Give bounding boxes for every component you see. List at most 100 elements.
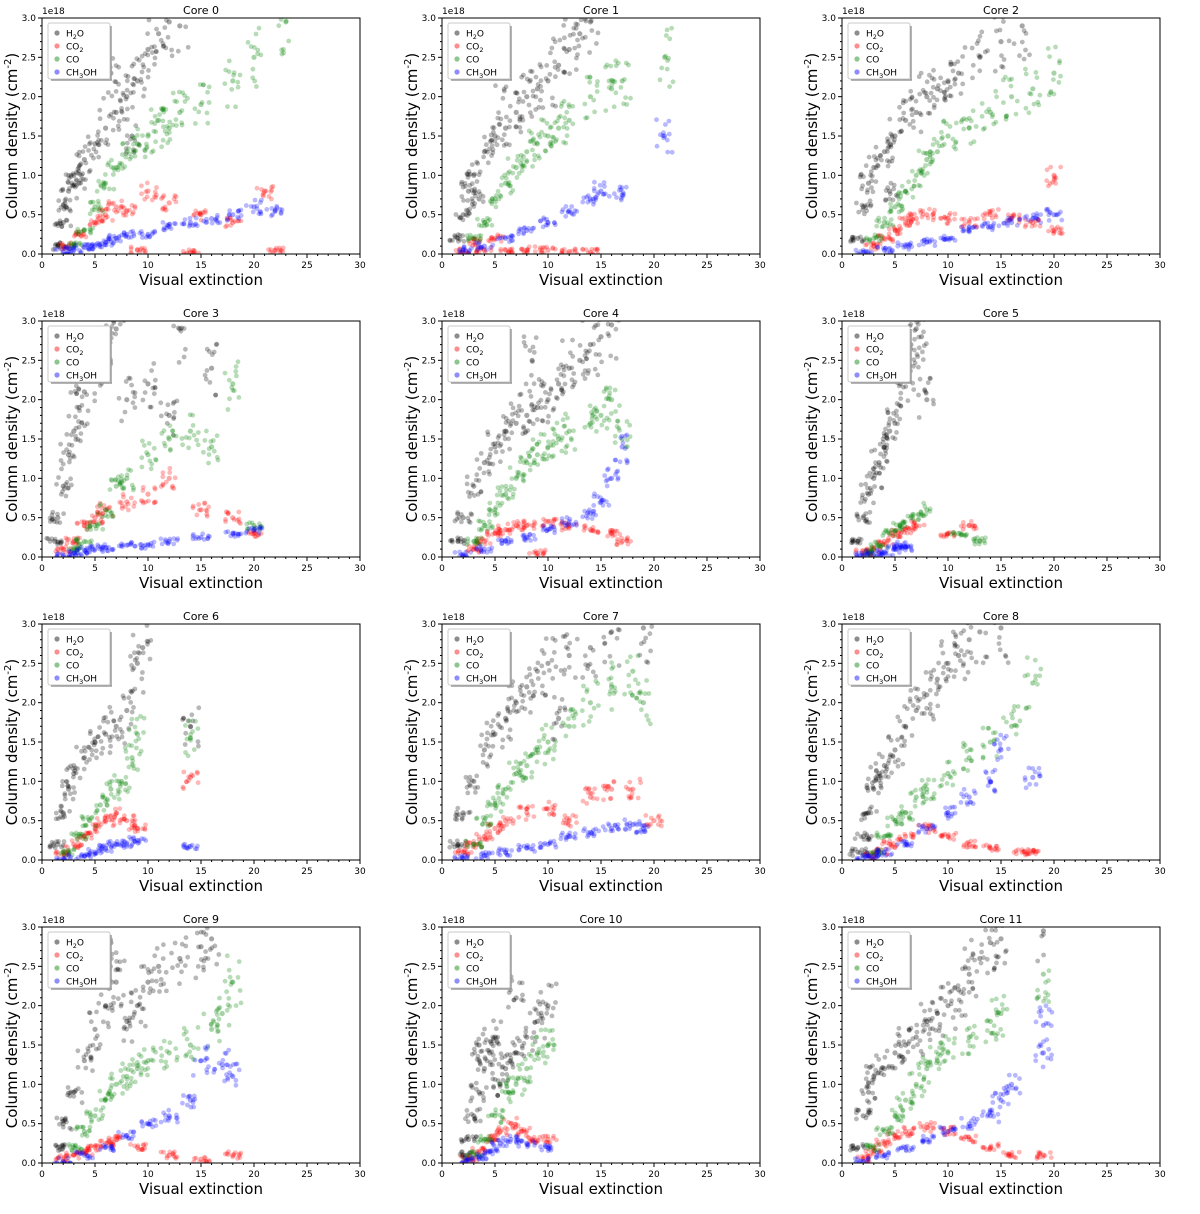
data-point-cloud [205,347,210,352]
data-point-cloud [95,808,100,813]
data-point-cloud [132,148,137,153]
data-point-cloud [470,162,475,167]
data-point-cloud [592,180,597,185]
data-point-cloud [95,734,100,739]
data-point-cloud [59,492,64,497]
data-point-cloud [141,65,146,70]
data-point-cloud [909,213,914,218]
data-point-cloud [518,130,523,135]
data-point-cloud [889,217,894,222]
data-point-cloud [74,391,79,396]
data-point-cloud [1026,218,1031,223]
data-point [1020,23,1025,28]
data-point-cloud [141,650,146,655]
data-point-cloud [205,121,210,126]
data-point-cloud [1048,90,1053,95]
data-point-cloud [585,350,590,355]
data-point-cloud [223,68,228,73]
data-point-cloud [159,6,164,11]
data-point-cloud [108,487,113,492]
data-point-cloud [617,428,622,433]
data-point-cloud [469,512,474,517]
data-point-cloud [161,119,166,124]
data-point [945,133,950,138]
data-point-cloud [269,247,274,252]
data-point-cloud [191,223,196,228]
data-point-cloud [603,108,608,113]
data-point-cloud [906,545,911,550]
data-point-cloud [501,414,506,419]
data-point-cloud [500,175,505,180]
data-point-cloud [922,305,927,309]
data-point-cloud [1015,99,1020,104]
data-point-cloud [530,164,535,169]
data-point-cloud [120,544,125,549]
data-point-cloud [117,163,122,168]
data-point-cloud [539,398,544,403]
data-point-cloud [555,377,560,382]
data-point-cloud [574,67,579,72]
data-point-cloud [974,225,979,230]
data-point-cloud [533,244,538,249]
data-point-cloud [927,111,932,116]
data-point-cloud [102,313,107,318]
data-point-cloud [527,389,532,394]
data-point-cloud [554,137,559,142]
data-point-cloud [901,385,906,390]
data-point-cloud [244,529,249,534]
data-point-cloud [894,430,899,435]
data-point-cloud [142,716,147,721]
data-point-cloud [564,364,569,369]
data-point-cloud [1017,213,1022,218]
data-point-cloud [54,811,59,816]
data-point-cloud [86,408,91,413]
data-point-cloud [667,36,672,41]
data-point-cloud [62,486,67,491]
data-point-cloud [133,725,138,730]
data-point-cloud [624,185,629,190]
data-point-cloud [510,412,515,417]
data-point-cloud [253,198,258,203]
data-point-cloud [1014,112,1019,117]
data-point-cloud [931,211,936,216]
data-point-cloud [84,540,89,545]
data-point-cloud [152,391,157,396]
data-point-cloud [960,54,965,59]
data-point-cloud [222,81,227,86]
data-point-cloud [223,224,228,229]
data-point-cloud [258,200,263,205]
y-tick-label: 0.5 [822,211,836,221]
y-tick-label: 2.5 [822,356,836,366]
data-point-cloud [75,766,80,771]
data-point-cloud [540,454,545,459]
data-point-cloud [450,238,455,243]
data-point-cloud [877,463,882,468]
data-point-cloud [545,400,550,405]
data-point-cloud [548,140,553,145]
x-tick-label: 10 [542,564,554,574]
data-point-cloud [921,242,926,247]
data-point-cloud [900,184,905,189]
x-tick-label: 25 [301,261,312,271]
data-point-cloud [175,2,180,7]
data-point-cloud [225,104,230,109]
data-point-cloud [570,338,575,343]
data-point-cloud [159,414,164,419]
data-point-cloud [89,748,94,753]
data-point-cloud [895,539,900,544]
data-point-cloud [932,77,937,82]
data-point-cloud [490,235,495,240]
data-point-cloud [562,368,567,373]
data-point-cloud [878,153,883,158]
data-point-cloud [531,437,536,442]
data-point-cloud [180,108,185,113]
y-axis-label: Column density (cm-2) [403,53,421,220]
data-point-cloud [62,791,67,796]
data-point-cloud [866,550,871,555]
data-point-cloud [100,746,105,751]
data-point-cloud [889,206,894,211]
data-point-cloud [96,155,101,160]
data-point-cloud [952,217,957,222]
data-point-cloud [239,213,244,218]
